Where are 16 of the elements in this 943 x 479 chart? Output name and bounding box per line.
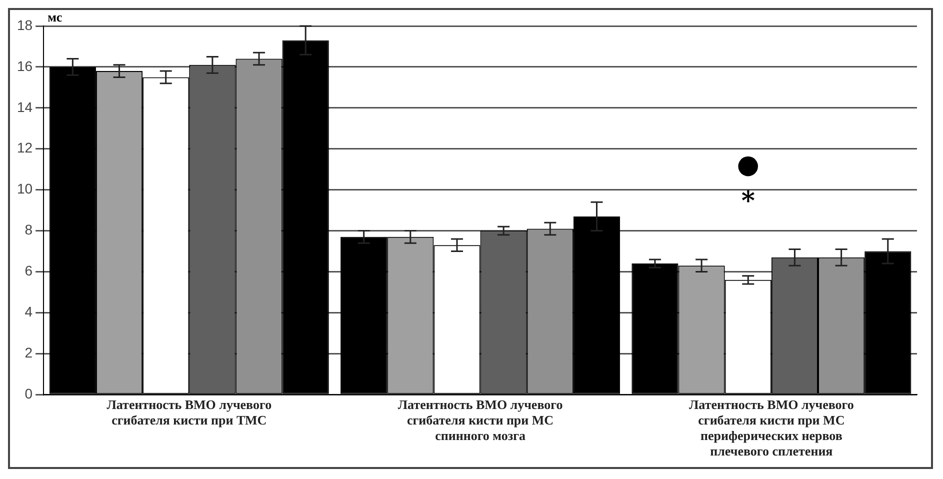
y-tick-label: 10 — [16, 180, 33, 197]
annotation: * — [741, 186, 756, 217]
x-tick-label: Латентность ВМО лучевого сгибателя кисти при МС периферических нервов плечевого сплетения — [688, 396, 854, 459]
y-tick-label: 16 — [16, 58, 33, 74]
annotation: ● — [736, 150, 760, 180]
y-tick-label: 6 — [24, 262, 33, 279]
y-tick-label: 8 — [24, 222, 33, 238]
x-tick-label: Латентность ВМО лучевого сгибателя кисти при МС спинного мозга — [398, 396, 563, 443]
y-tick-label: 2 — [24, 344, 33, 361]
y-tick-label: 18 — [16, 16, 33, 33]
y-tick-label: 14 — [16, 98, 33, 115]
y-axis-title: мс — [48, 9, 62, 24]
y-tick-label: 4 — [24, 304, 33, 320]
x-tick-label: Латентность ВМО лучевого сгибателя кисти при ТМС — [106, 396, 272, 428]
y-tick-label: 12 — [16, 140, 33, 156]
y-tick-label: 0 — [24, 385, 33, 402]
